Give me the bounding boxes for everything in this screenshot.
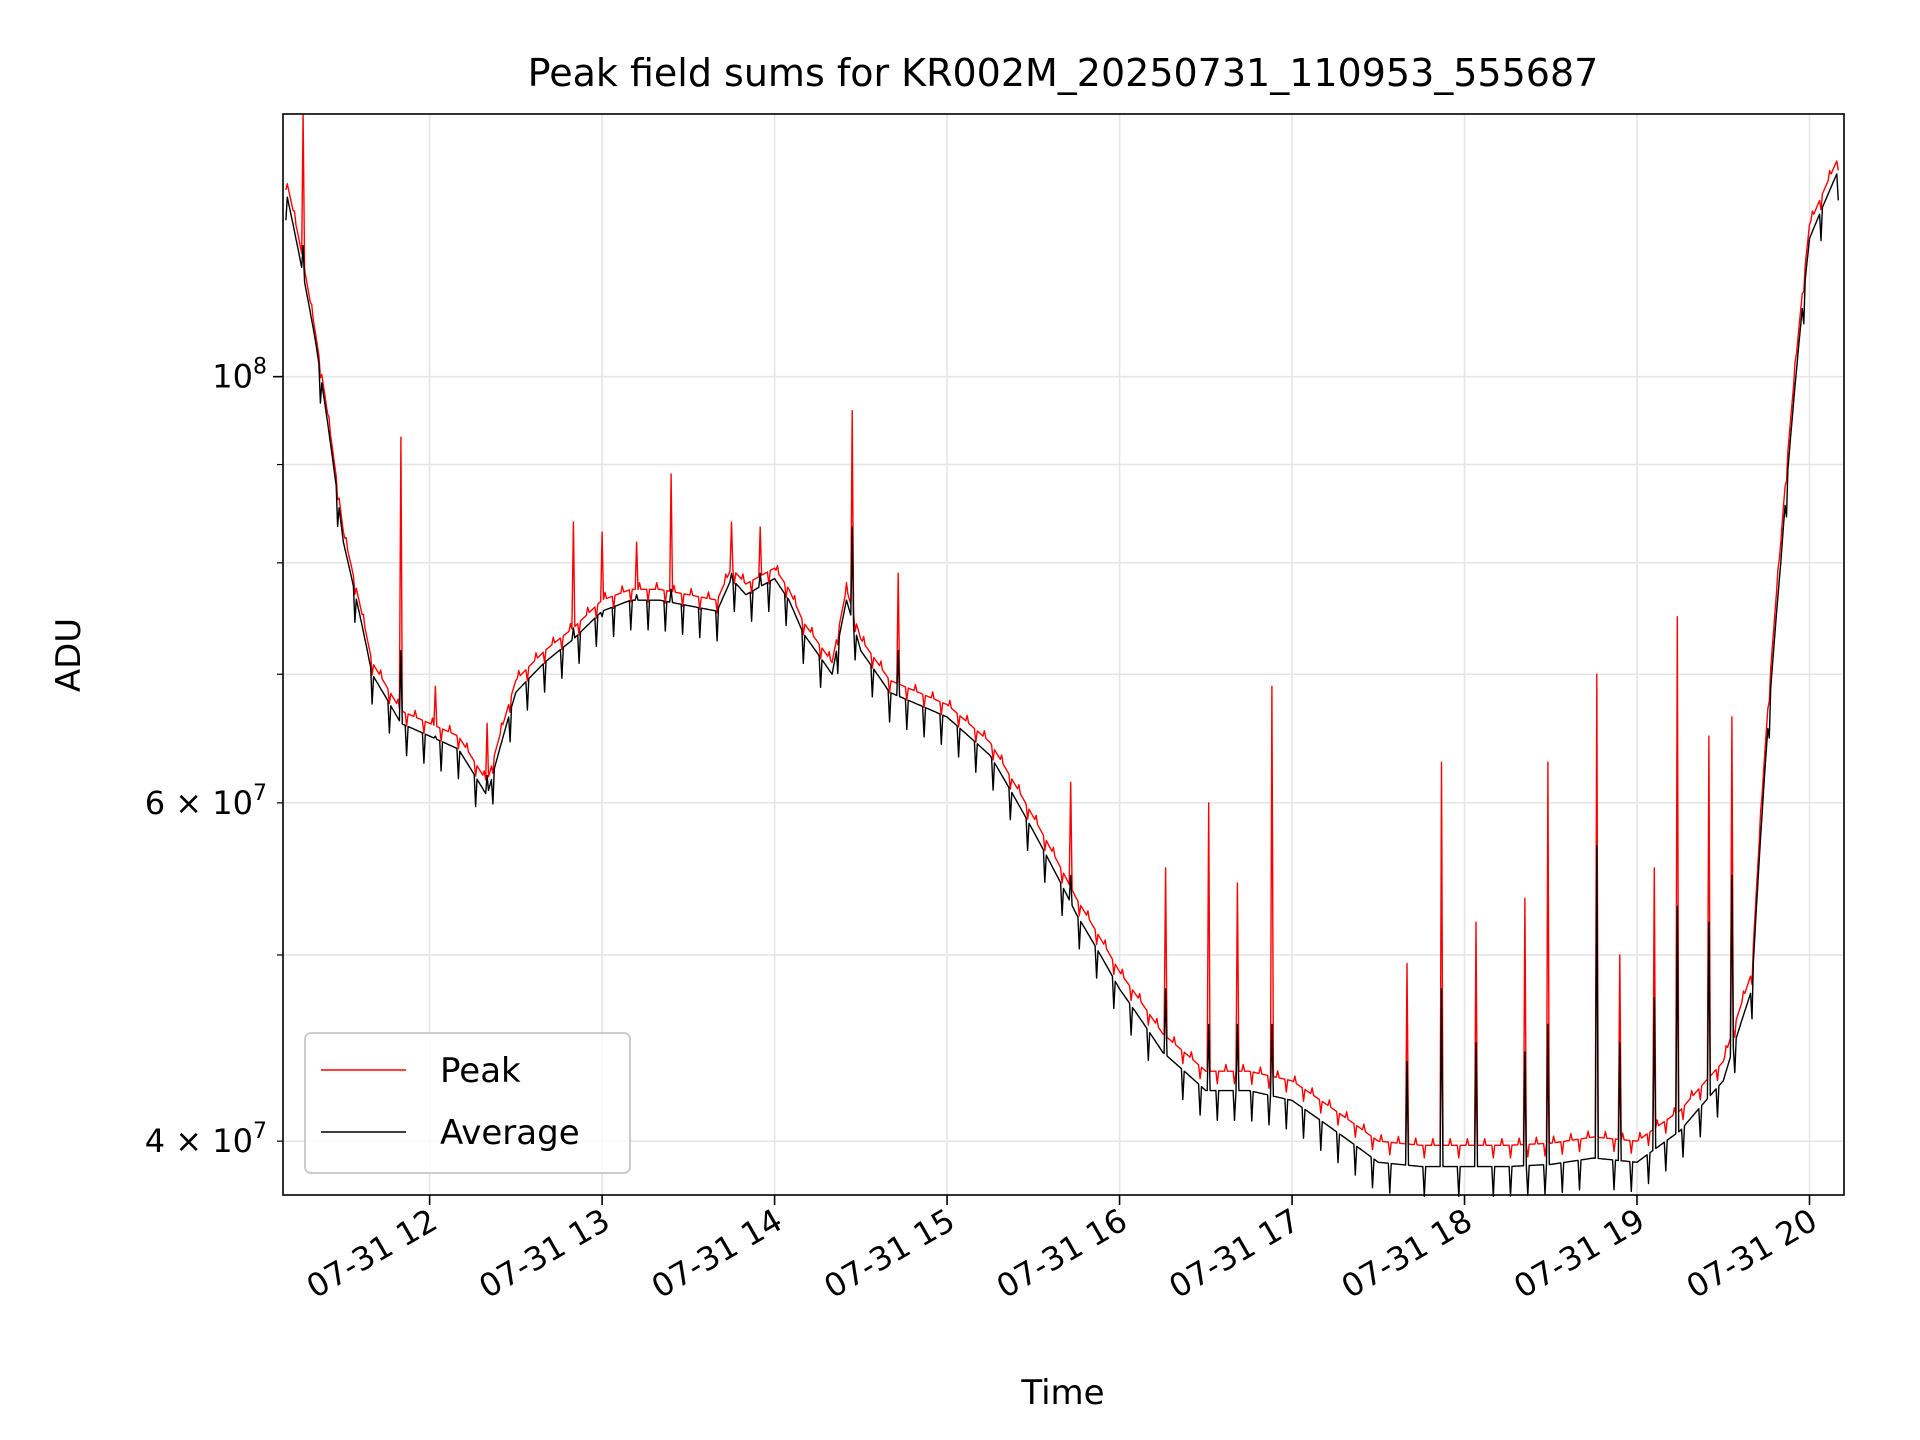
y-tick-label: 108 xyxy=(212,355,267,396)
legend-frame xyxy=(304,1032,631,1174)
legend-peak-label: Peak xyxy=(440,1051,521,1091)
series-average-line xyxy=(285,173,1839,1198)
y-tick-label: 4 × 107 xyxy=(145,1119,267,1160)
x-axis-label: Time xyxy=(1020,1373,1104,1413)
grid xyxy=(283,114,1844,1195)
legend-average-label: Average xyxy=(440,1113,580,1153)
plot-series xyxy=(285,113,1839,1198)
y-axis-label: ADU xyxy=(49,618,89,692)
chart-title: Peak field sums for KR002M_20250731_1109… xyxy=(528,51,1599,95)
legend: Peak Average xyxy=(304,1032,631,1174)
series-peak-line xyxy=(285,113,1839,1159)
plot-frame xyxy=(282,113,1845,1196)
y-tick-label: 6 × 107 xyxy=(145,781,267,822)
